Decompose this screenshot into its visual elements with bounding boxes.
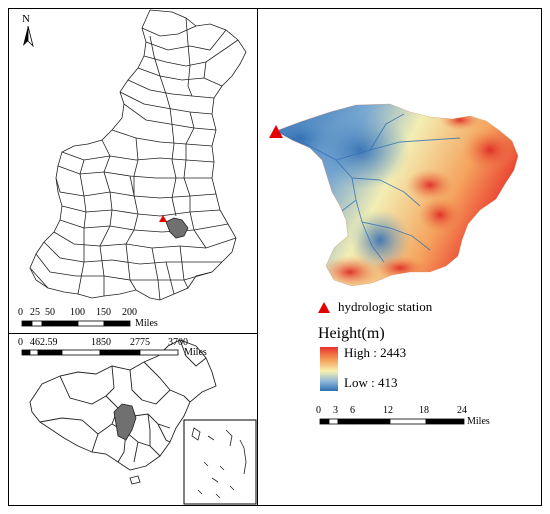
china-scale-bar: [21, 349, 179, 356]
china-scale-tick-3: 2775: [130, 337, 150, 348]
basin-scale-tick-0: 0: [316, 405, 321, 416]
legend-high-label: High : 2443: [344, 345, 407, 360]
legend-station-label: hydrologic station: [338, 299, 433, 314]
legend-station-icon: [318, 302, 330, 313]
basin-scale-unit: Miles: [467, 416, 490, 427]
legend-low-label: Low : 413: [344, 375, 398, 390]
china-scale-tick-0: 0: [18, 337, 23, 348]
province-map: [29, 9, 247, 301]
china-inset-frame: [183, 419, 257, 505]
panel-divider-horizontal: [8, 333, 258, 335]
china-scale-tick-4: 3700: [168, 337, 188, 348]
basin-dem: [276, 104, 518, 286]
basin-scale-tick-1: 3: [333, 405, 338, 416]
basin-outline: [275, 103, 519, 287]
basin-scale-tick-4: 18: [419, 405, 429, 416]
province-scale-tick-1: 25: [30, 307, 40, 318]
basin-scale-tick-5: 24: [457, 405, 467, 416]
province-scale-bar: [21, 320, 131, 327]
basin-station-marker: [269, 125, 283, 138]
north-arrow-label: N: [22, 13, 30, 25]
legend-height-ramp: [320, 347, 338, 391]
china-outline: [29, 339, 217, 471]
province-station-marker: [159, 215, 167, 222]
province-scale-tick-3: 100: [70, 307, 85, 318]
panel-divider-vertical: [257, 8, 259, 506]
province-outline: [29, 9, 247, 301]
china-scale-tick-1: 462.59: [30, 337, 58, 348]
province-scale-tick-0: 0: [18, 307, 23, 318]
china-inset-islands: [191, 427, 247, 499]
basin-scale-bar: [319, 418, 465, 425]
north-arrow-graphic: [23, 25, 34, 48]
basin-scale-tick-2: 6: [350, 405, 355, 416]
china-study-province: [113, 403, 137, 441]
province-scale-tick-4: 150: [96, 307, 111, 318]
legend-height-title: Height(m): [318, 325, 385, 342]
china-scale-unit: Miles: [184, 347, 207, 358]
province-scale-unit: Miles: [135, 318, 158, 329]
province-scale-tick-2: 50: [45, 307, 55, 318]
basin-scale-tick-3: 12: [383, 405, 393, 416]
map-frame: [8, 8, 542, 506]
province-scale-tick-5: 200: [122, 307, 137, 318]
province-study-area: [165, 217, 189, 239]
china-scale-tick-2: 1850: [91, 337, 111, 348]
